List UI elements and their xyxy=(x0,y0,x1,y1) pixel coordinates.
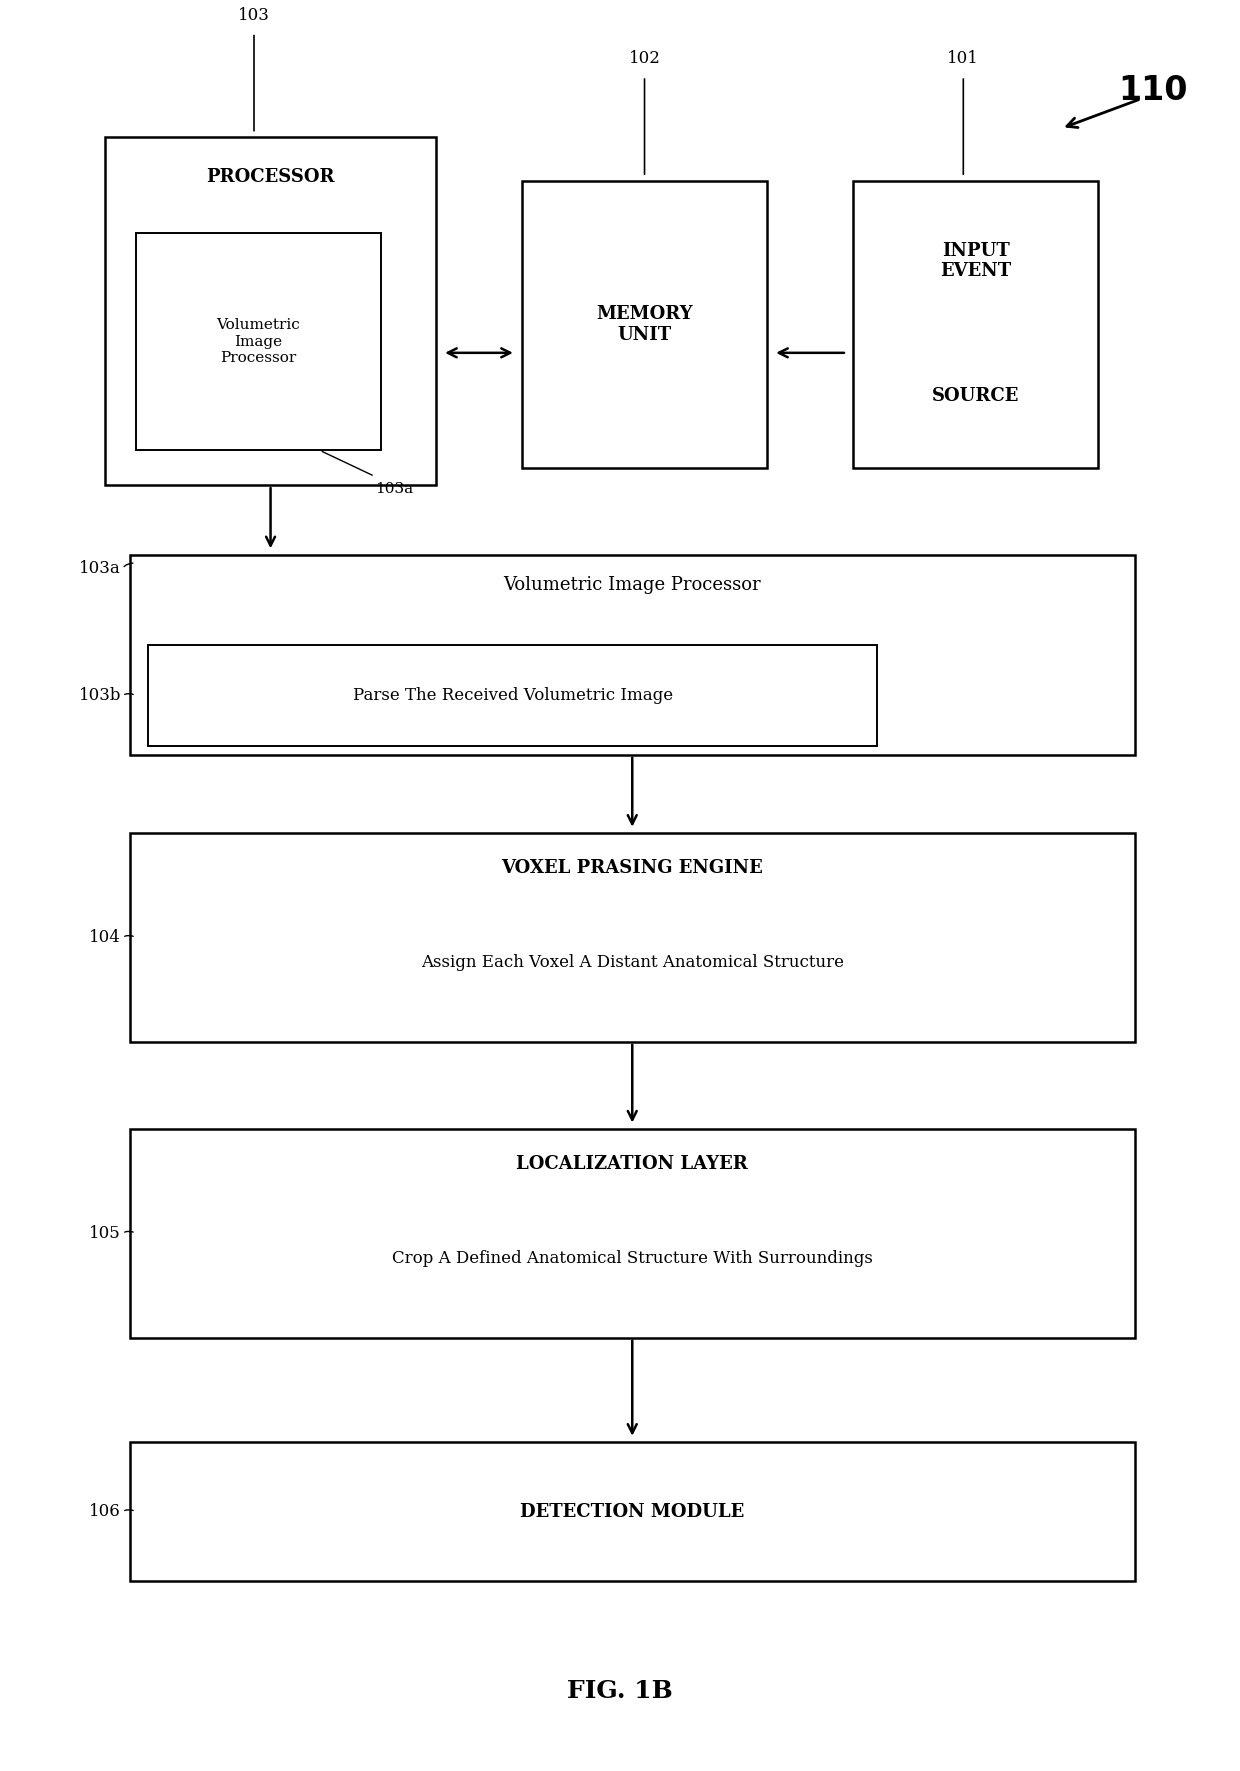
Text: 102: 102 xyxy=(629,50,661,67)
Text: 103b: 103b xyxy=(78,687,122,705)
FancyBboxPatch shape xyxy=(853,181,1099,468)
FancyBboxPatch shape xyxy=(135,232,381,450)
FancyBboxPatch shape xyxy=(522,181,768,468)
Text: Crop A Defined Anatomical Structure With Surroundings: Crop A Defined Anatomical Structure With… xyxy=(392,1250,873,1266)
Text: SOURCE: SOURCE xyxy=(932,386,1019,406)
Text: Assign Each Voxel A Distant Anatomical Structure: Assign Each Voxel A Distant Anatomical S… xyxy=(420,955,843,971)
Text: MEMORY
UNIT: MEMORY UNIT xyxy=(596,305,693,344)
Text: 105: 105 xyxy=(89,1226,122,1241)
Text: 103a: 103a xyxy=(79,560,122,577)
Text: Volumetric Image Processor: Volumetric Image Processor xyxy=(503,576,761,593)
Text: VOXEL PRASING ENGINE: VOXEL PRASING ENGINE xyxy=(501,859,763,877)
Text: Parse The Received Volumetric Image: Parse The Received Volumetric Image xyxy=(352,687,673,705)
FancyBboxPatch shape xyxy=(105,136,436,485)
Text: FIG. 1B: FIG. 1B xyxy=(567,1679,673,1704)
Text: PROCESSOR: PROCESSOR xyxy=(206,168,335,186)
FancyBboxPatch shape xyxy=(129,1442,1135,1582)
Text: Volumetric
Image
Processor: Volumetric Image Processor xyxy=(217,319,300,365)
Text: 101: 101 xyxy=(947,50,980,67)
Text: LOCALIZATION LAYER: LOCALIZATION LAYER xyxy=(516,1155,748,1172)
FancyBboxPatch shape xyxy=(148,645,878,746)
Text: 106: 106 xyxy=(89,1504,122,1520)
Text: INPUT
EVENT: INPUT EVENT xyxy=(940,241,1011,280)
Text: 104: 104 xyxy=(89,930,122,946)
Text: 103: 103 xyxy=(238,7,270,25)
FancyBboxPatch shape xyxy=(129,554,1135,754)
FancyBboxPatch shape xyxy=(129,832,1135,1041)
Text: 110: 110 xyxy=(1118,74,1188,106)
Text: 103a: 103a xyxy=(374,482,413,496)
FancyBboxPatch shape xyxy=(129,1128,1135,1337)
Text: DETECTION MODULE: DETECTION MODULE xyxy=(520,1504,744,1521)
